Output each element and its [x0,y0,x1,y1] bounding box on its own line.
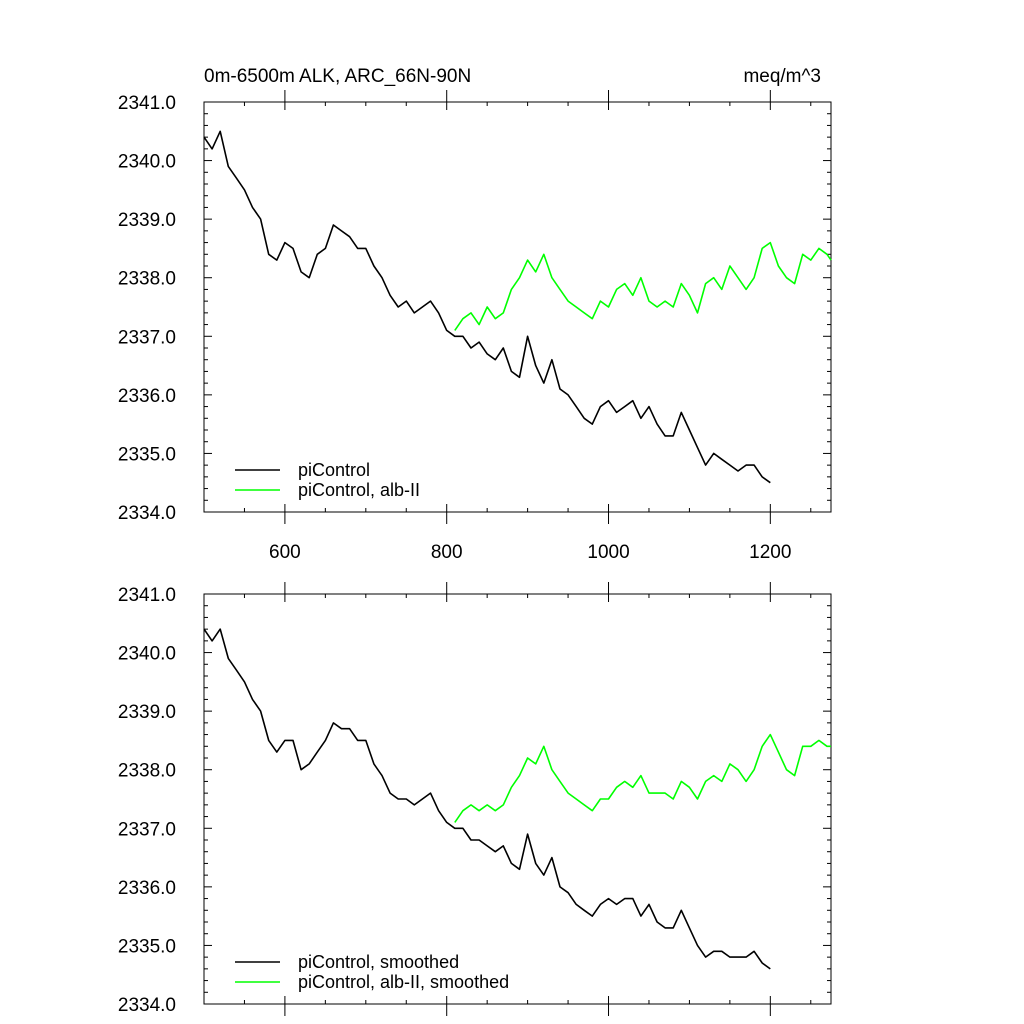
bottom-panel: 2334.0 2335.0 2336.0 2337.0 2338.0 2339.0 2340… [118,582,832,1016]
y-tick-label: 2337.0 [118,327,176,348]
x-tick-label: 1000 [587,542,629,563]
y-tick-label: 2339.0 [118,210,176,231]
units-label: meq/m^3 [743,66,821,87]
y-tick-label: 2334.0 [118,995,176,1016]
y-tick-label: 2336.0 [118,386,176,407]
y-tick-label: 2337.0 [118,819,176,840]
y-tick-label: 2340.0 [118,152,176,173]
plot-frame [203,101,832,513]
chart-title: 0m-6500m ALK, ARC_66N-90N [204,66,471,87]
plot-frame [203,593,832,1005]
legend-label: piControl, smoothed [298,952,459,972]
y-tick-label: 2338.0 [118,269,176,290]
top-panel: 2334.0 2335.0 2336.0 2337.0 2338.0 2339.0 2340… [118,90,832,563]
y-tick-label: 2340.0 [118,644,176,665]
series-line-alb-ii [454,733,831,823]
y-tick-label: 2336.0 [118,878,176,899]
y-tick-label: 2341.0 [118,93,176,114]
series-line-picontrol [203,130,771,484]
x-tick-label: 600 [269,542,301,563]
series-line-alb-ii [454,241,832,331]
legend-label: piControl, alb-II, smoothed [298,972,509,992]
series-line-picontrol [203,628,771,970]
y-tick-label: 2338.0 [118,761,176,782]
y-tick-label: 2335.0 [118,936,176,957]
x-tick-label: 800 [431,542,463,563]
y-tick-label: 2334.0 [118,503,176,524]
legend-label: piControl, alb-II [298,480,420,500]
y-tick-label: 2335.0 [118,444,176,465]
y-tick-label: 2339.0 [118,702,176,723]
x-tick-label: 1200 [749,542,791,563]
legend-label: piControl [298,460,370,480]
y-tick-label: 2341.0 [118,585,176,606]
